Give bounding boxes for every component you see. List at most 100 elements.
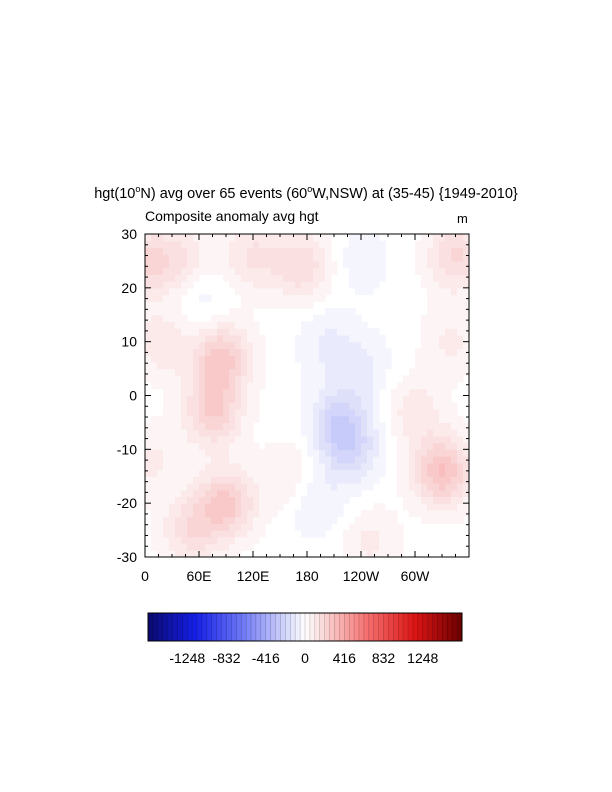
field-cell [175,516,182,524]
field-cell [277,234,284,242]
field-cell [445,254,452,262]
field-cell [175,523,182,531]
field-cell [259,496,266,504]
field-cell [163,274,170,282]
field-cell [259,267,266,275]
field-cell [343,456,350,464]
field-cell [241,348,248,356]
field-cell [403,469,410,477]
field-cell [235,435,242,444]
field-cell [331,489,338,498]
field-cell [247,267,254,275]
field-cell [199,368,206,376]
field-cell [343,395,350,403]
field-cell [349,321,356,329]
field-cell [211,456,218,464]
field-cell [163,361,170,370]
field-cell [145,496,152,504]
field-cell [433,240,440,249]
field-cell [445,234,452,242]
field-cell [379,348,386,356]
field-cell [211,462,218,471]
field-cell [415,503,422,511]
field-cell [337,449,344,457]
field-cell [181,341,188,349]
field-cell [421,260,428,269]
field-cell [277,287,284,296]
field-cell [457,254,464,262]
field-cell [307,509,314,518]
field-cell [193,429,200,437]
field-cell [457,509,464,518]
field-cell [361,408,368,417]
field-cell [277,442,284,450]
field-cell [343,469,350,477]
field-cell [187,402,194,410]
field-cell [295,509,302,518]
field-cell [169,509,176,518]
field-cell [235,516,242,524]
field-cell [253,328,260,336]
field-cell [187,536,194,545]
colorbar-segment [314,613,321,641]
field-cell [247,422,254,430]
field-cell [223,361,230,370]
field-cell [325,281,332,289]
field-cell [421,429,428,437]
field-cell [319,334,326,343]
field-cell [199,449,206,457]
field-cell [235,415,242,424]
field-cell [415,355,422,363]
y-tick-label: 0 [129,388,137,404]
field-cell [439,382,446,390]
field-cell [451,361,458,370]
field-cell [331,516,338,524]
field-cell [295,234,302,242]
field-cell [247,294,254,302]
field-cell [457,321,464,329]
field-cell [199,456,206,464]
field-cell [367,334,374,343]
field-cell [169,375,176,383]
field-cell [361,341,368,349]
field-cell [289,476,296,484]
field-cell [355,462,362,471]
colorbar-segment [167,613,173,641]
field-cell [409,482,416,491]
field-cell [301,348,308,356]
field-cell [193,328,200,336]
field-cell [283,462,290,471]
field-cell [163,509,170,518]
field-cell [157,503,164,511]
field-cell [187,482,194,491]
field-cell [343,254,350,262]
field-cell [397,482,404,491]
field-cell [307,496,314,504]
field-cell [229,328,236,336]
field-cell [457,240,464,249]
field-cell [319,348,326,356]
field-cell [229,536,236,545]
field-cell [295,254,302,262]
field-cell [205,361,212,370]
field-cell [205,550,212,557]
field-cell [163,240,170,249]
field-cell [229,274,236,282]
field-cell [175,281,182,289]
field-cell [307,402,314,410]
field-cell [349,334,356,343]
field-cell [205,388,212,397]
field-cell [439,361,446,370]
field-cell [361,402,368,410]
field-cell [349,476,356,484]
field-cell [235,260,242,269]
field-cell [421,328,428,336]
field-cell [325,476,332,484]
field-cell [217,260,224,269]
field-cell [295,240,302,249]
field-cell [229,550,236,557]
field-cell [331,482,338,491]
field-cell [241,462,248,471]
field-cell [403,476,410,484]
field-cell [169,328,176,336]
